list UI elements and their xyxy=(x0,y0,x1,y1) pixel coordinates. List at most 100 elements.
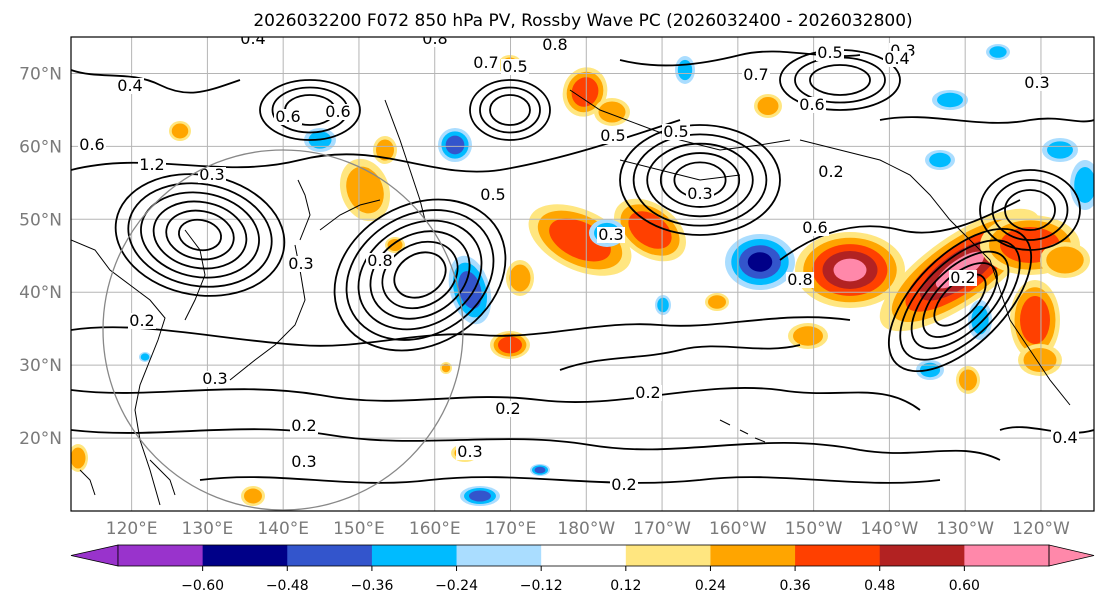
colorbar-tick-label: 0.24 xyxy=(695,578,726,594)
contour-label-bg xyxy=(786,272,814,288)
pv-contour-line xyxy=(393,251,447,299)
lon-tick-label: 150°W xyxy=(785,519,843,539)
pv-contour-line xyxy=(619,124,781,236)
colorbar-swatch xyxy=(202,545,288,566)
pv-contour-line xyxy=(899,239,1021,361)
lon-tick-label: 170°E xyxy=(485,519,537,539)
positive-anomaly-area xyxy=(757,97,779,115)
pv-contour-line xyxy=(559,344,801,371)
contour-label: 0.3 xyxy=(598,225,623,244)
lon-tick-label: 130°E xyxy=(182,519,234,539)
positive-anomaly-area xyxy=(1020,296,1050,344)
contour-label-bg xyxy=(494,401,522,417)
colorbar-tick-label: −0.12 xyxy=(520,578,563,594)
contour-label: 0.8 xyxy=(542,35,567,54)
contour-label-bg xyxy=(198,167,226,183)
contour-label-bg xyxy=(479,187,507,203)
reference-circle xyxy=(102,149,464,511)
colorbar-swatch xyxy=(710,545,796,566)
pv-contour-line xyxy=(922,262,998,338)
pv-contour-line xyxy=(71,316,851,347)
pv-contour-line xyxy=(632,133,768,227)
positive-anomaly-area xyxy=(628,211,672,249)
pv-contour-line xyxy=(178,218,222,252)
negative-anomaly-area xyxy=(458,271,482,309)
lon-tick-label: 170°W xyxy=(633,519,691,539)
contour-label-bg xyxy=(599,128,627,144)
contour-label: 0.5 xyxy=(502,57,527,76)
contour-label: 0.2 xyxy=(611,475,636,494)
pv-contour-line xyxy=(71,119,681,173)
pv-contour-line xyxy=(933,273,987,327)
lon-tick-label: 160°E xyxy=(409,519,461,539)
lon-tick-label: 150°E xyxy=(333,519,385,539)
colorbar-swatch xyxy=(964,545,1050,566)
pv-contour-line xyxy=(140,191,260,279)
negative-anomaly-area xyxy=(989,46,1007,58)
coastline xyxy=(799,139,1071,406)
colorbar-swatch xyxy=(456,545,542,566)
pv-contour-line xyxy=(1004,189,1056,231)
contour-label-bg xyxy=(138,157,166,173)
contour-label: 0.3 xyxy=(457,442,482,461)
contour-label: 0.6 xyxy=(275,107,300,126)
contour-label: 0.5 xyxy=(600,126,625,145)
contour-label-bg xyxy=(662,124,690,140)
lon-tick-label: 130°W xyxy=(936,519,994,539)
positive-anomaly-area xyxy=(959,369,977,391)
positive-anomaly-area xyxy=(1046,246,1084,274)
contour-label-bg xyxy=(287,256,315,272)
negative-anomaly-area xyxy=(657,297,669,313)
pv-contour-line xyxy=(165,209,235,261)
contour-label: 0.8 xyxy=(787,270,812,289)
contour-label: 0.8 xyxy=(422,29,447,48)
contour-label: 0.3 xyxy=(199,165,224,184)
pv-contour-line xyxy=(659,152,741,208)
contour-label: 0.4 xyxy=(1052,428,1077,447)
pv-contour-line xyxy=(357,219,483,331)
contour-label: 0.2 xyxy=(495,399,520,418)
colorbar-swatch xyxy=(541,545,627,566)
pv-contour-line xyxy=(71,428,1001,461)
figure-title: 2026032200 F072 850 hPa PV, Rossby Wave … xyxy=(253,11,912,31)
negative-anomaly-area xyxy=(677,59,693,81)
contour-label: 0.8 xyxy=(367,251,392,270)
lon-tick-label: 120°W xyxy=(1012,519,1070,539)
negative-anomaly-area xyxy=(747,252,773,272)
lat-tick-label: 70°N xyxy=(19,64,62,84)
colorbar-extend-high xyxy=(1048,544,1095,567)
negative-anomaly-area xyxy=(445,135,465,155)
colorbar-tick-label: −0.36 xyxy=(350,578,393,594)
contour-label-bg xyxy=(116,78,144,94)
colorbar-swatch xyxy=(625,545,711,566)
pv-contour-line xyxy=(991,179,1069,241)
contour-label-bg xyxy=(1051,430,1079,446)
contour-label: 0.6 xyxy=(325,102,350,121)
contour-label-bg xyxy=(78,137,106,153)
pv-contour-line xyxy=(646,142,754,218)
negative-anomaly-area xyxy=(140,353,150,361)
longitude-labels: 120°E 130°E 140°E 150°E 160°E 170°E 180°W 170°W… xyxy=(106,519,1070,539)
colorbar-tick-label: 0.36 xyxy=(780,578,811,594)
contour-label-bg xyxy=(274,109,302,125)
positive-anomaly-area xyxy=(387,239,403,251)
pv-contour-line xyxy=(809,64,871,96)
negative-anomaly-area xyxy=(929,152,951,168)
coastline xyxy=(384,99,426,221)
pv-contour-line xyxy=(999,426,1094,434)
lat-tick-label: 20°N xyxy=(19,429,62,449)
lon-tick-label: 140°E xyxy=(257,519,309,539)
pv-contour-line xyxy=(71,69,241,94)
contour-label: 0.6 xyxy=(799,95,824,114)
contour-label: 0.2 xyxy=(635,383,660,402)
map-frame xyxy=(70,36,1095,512)
contour-label-bg xyxy=(239,37,267,47)
contour-label: 0.7 xyxy=(473,53,498,72)
contour-label-bg xyxy=(472,55,500,71)
contour-label-bg xyxy=(456,444,484,460)
contour-label: 0.3 xyxy=(687,184,712,203)
pv-contour-line xyxy=(469,79,551,141)
contour-label: 0.2 xyxy=(291,416,316,435)
colorbar-tick-label: −0.24 xyxy=(435,578,478,594)
contour-label-bg xyxy=(501,59,529,75)
